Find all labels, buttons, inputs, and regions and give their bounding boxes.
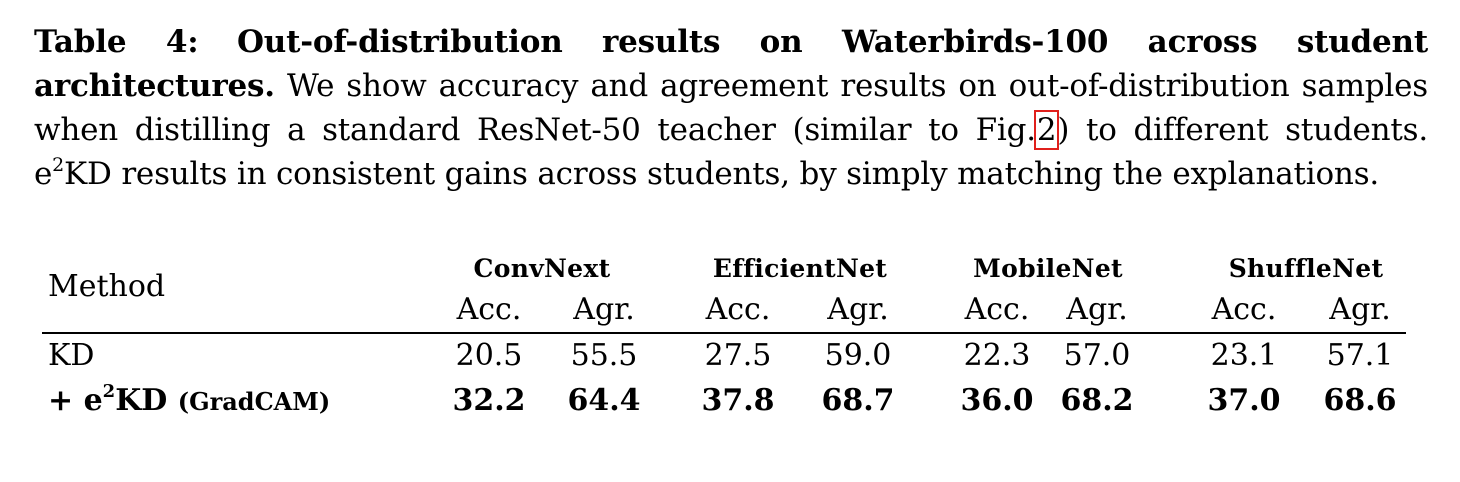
subheader-agr: Agr. — [827, 292, 889, 327]
method-header: Method — [48, 269, 166, 304]
table-cell: 37.0 — [1207, 383, 1281, 418]
method-prefix: + e — [48, 383, 103, 418]
row-method-kd: KD — [48, 338, 95, 373]
table-cell: 59.0 — [824, 338, 892, 373]
group-header-shufflenet: ShuffleNet — [1228, 254, 1384, 283]
subheader-acc: Acc. — [964, 292, 1030, 327]
table-cell: 57.0 — [1063, 338, 1131, 373]
table-cell: 20.5 — [455, 338, 523, 373]
table-cell: 32.2 — [452, 383, 526, 418]
subheader-agr: Agr. — [573, 292, 635, 327]
table-cell: 68.2 — [1060, 383, 1134, 418]
header-rule — [42, 332, 1406, 334]
group-header-efficientnet: EfficientNet — [712, 254, 888, 283]
caption-title: Out-of-distribution results on Waterbird… — [34, 24, 1428, 104]
group-header-convnext: ConvNext — [473, 254, 611, 283]
caption-text-1: We show accuracy and agreement results o… — [34, 68, 1428, 148]
subheader-acc: Acc. — [705, 292, 771, 327]
caption-text-2: ) to different students. — [1057, 112, 1428, 148]
table-cell: 22.3 — [963, 338, 1031, 373]
results-table: Method ConvNext EfficientNet MobileNet S… — [42, 250, 1406, 430]
subheader-acc: Acc. — [456, 292, 522, 327]
figure-reference-link[interactable]: 2 — [1033, 110, 1060, 150]
method-name: KD — [115, 383, 168, 418]
subheader-agr: Agr. — [1066, 292, 1128, 327]
caption-text-3: KD results in consistent gains across st… — [64, 156, 1380, 192]
caption-superscript: 2 — [52, 154, 65, 176]
table-cell: 57.1 — [1326, 338, 1394, 373]
table-cell: 36.0 — [960, 383, 1034, 418]
method-suffix: (GradCAM) — [177, 387, 331, 416]
subheader-acc: Acc. — [1211, 292, 1277, 327]
table-cell: 68.7 — [821, 383, 895, 418]
table-cell: 23.1 — [1210, 338, 1278, 373]
method-superscript: 2 — [102, 381, 116, 402]
table-cell: 64.4 — [567, 383, 641, 418]
subheader-agr: Agr. — [1329, 292, 1391, 327]
caption-label: Table 4: — [34, 24, 199, 60]
table-cell: 37.8 — [701, 383, 775, 418]
table-cell: 27.5 — [704, 338, 772, 373]
table-cell: 55.5 — [570, 338, 638, 373]
row-method-e2kd: + e2KD (GradCAM) — [48, 381, 331, 419]
table-cell: 68.6 — [1323, 383, 1397, 418]
group-header-mobilenet: MobileNet — [973, 254, 1123, 283]
table-caption: Table 4: Out-of-distribution results on … — [34, 20, 1428, 196]
caption-e: e — [34, 156, 53, 192]
